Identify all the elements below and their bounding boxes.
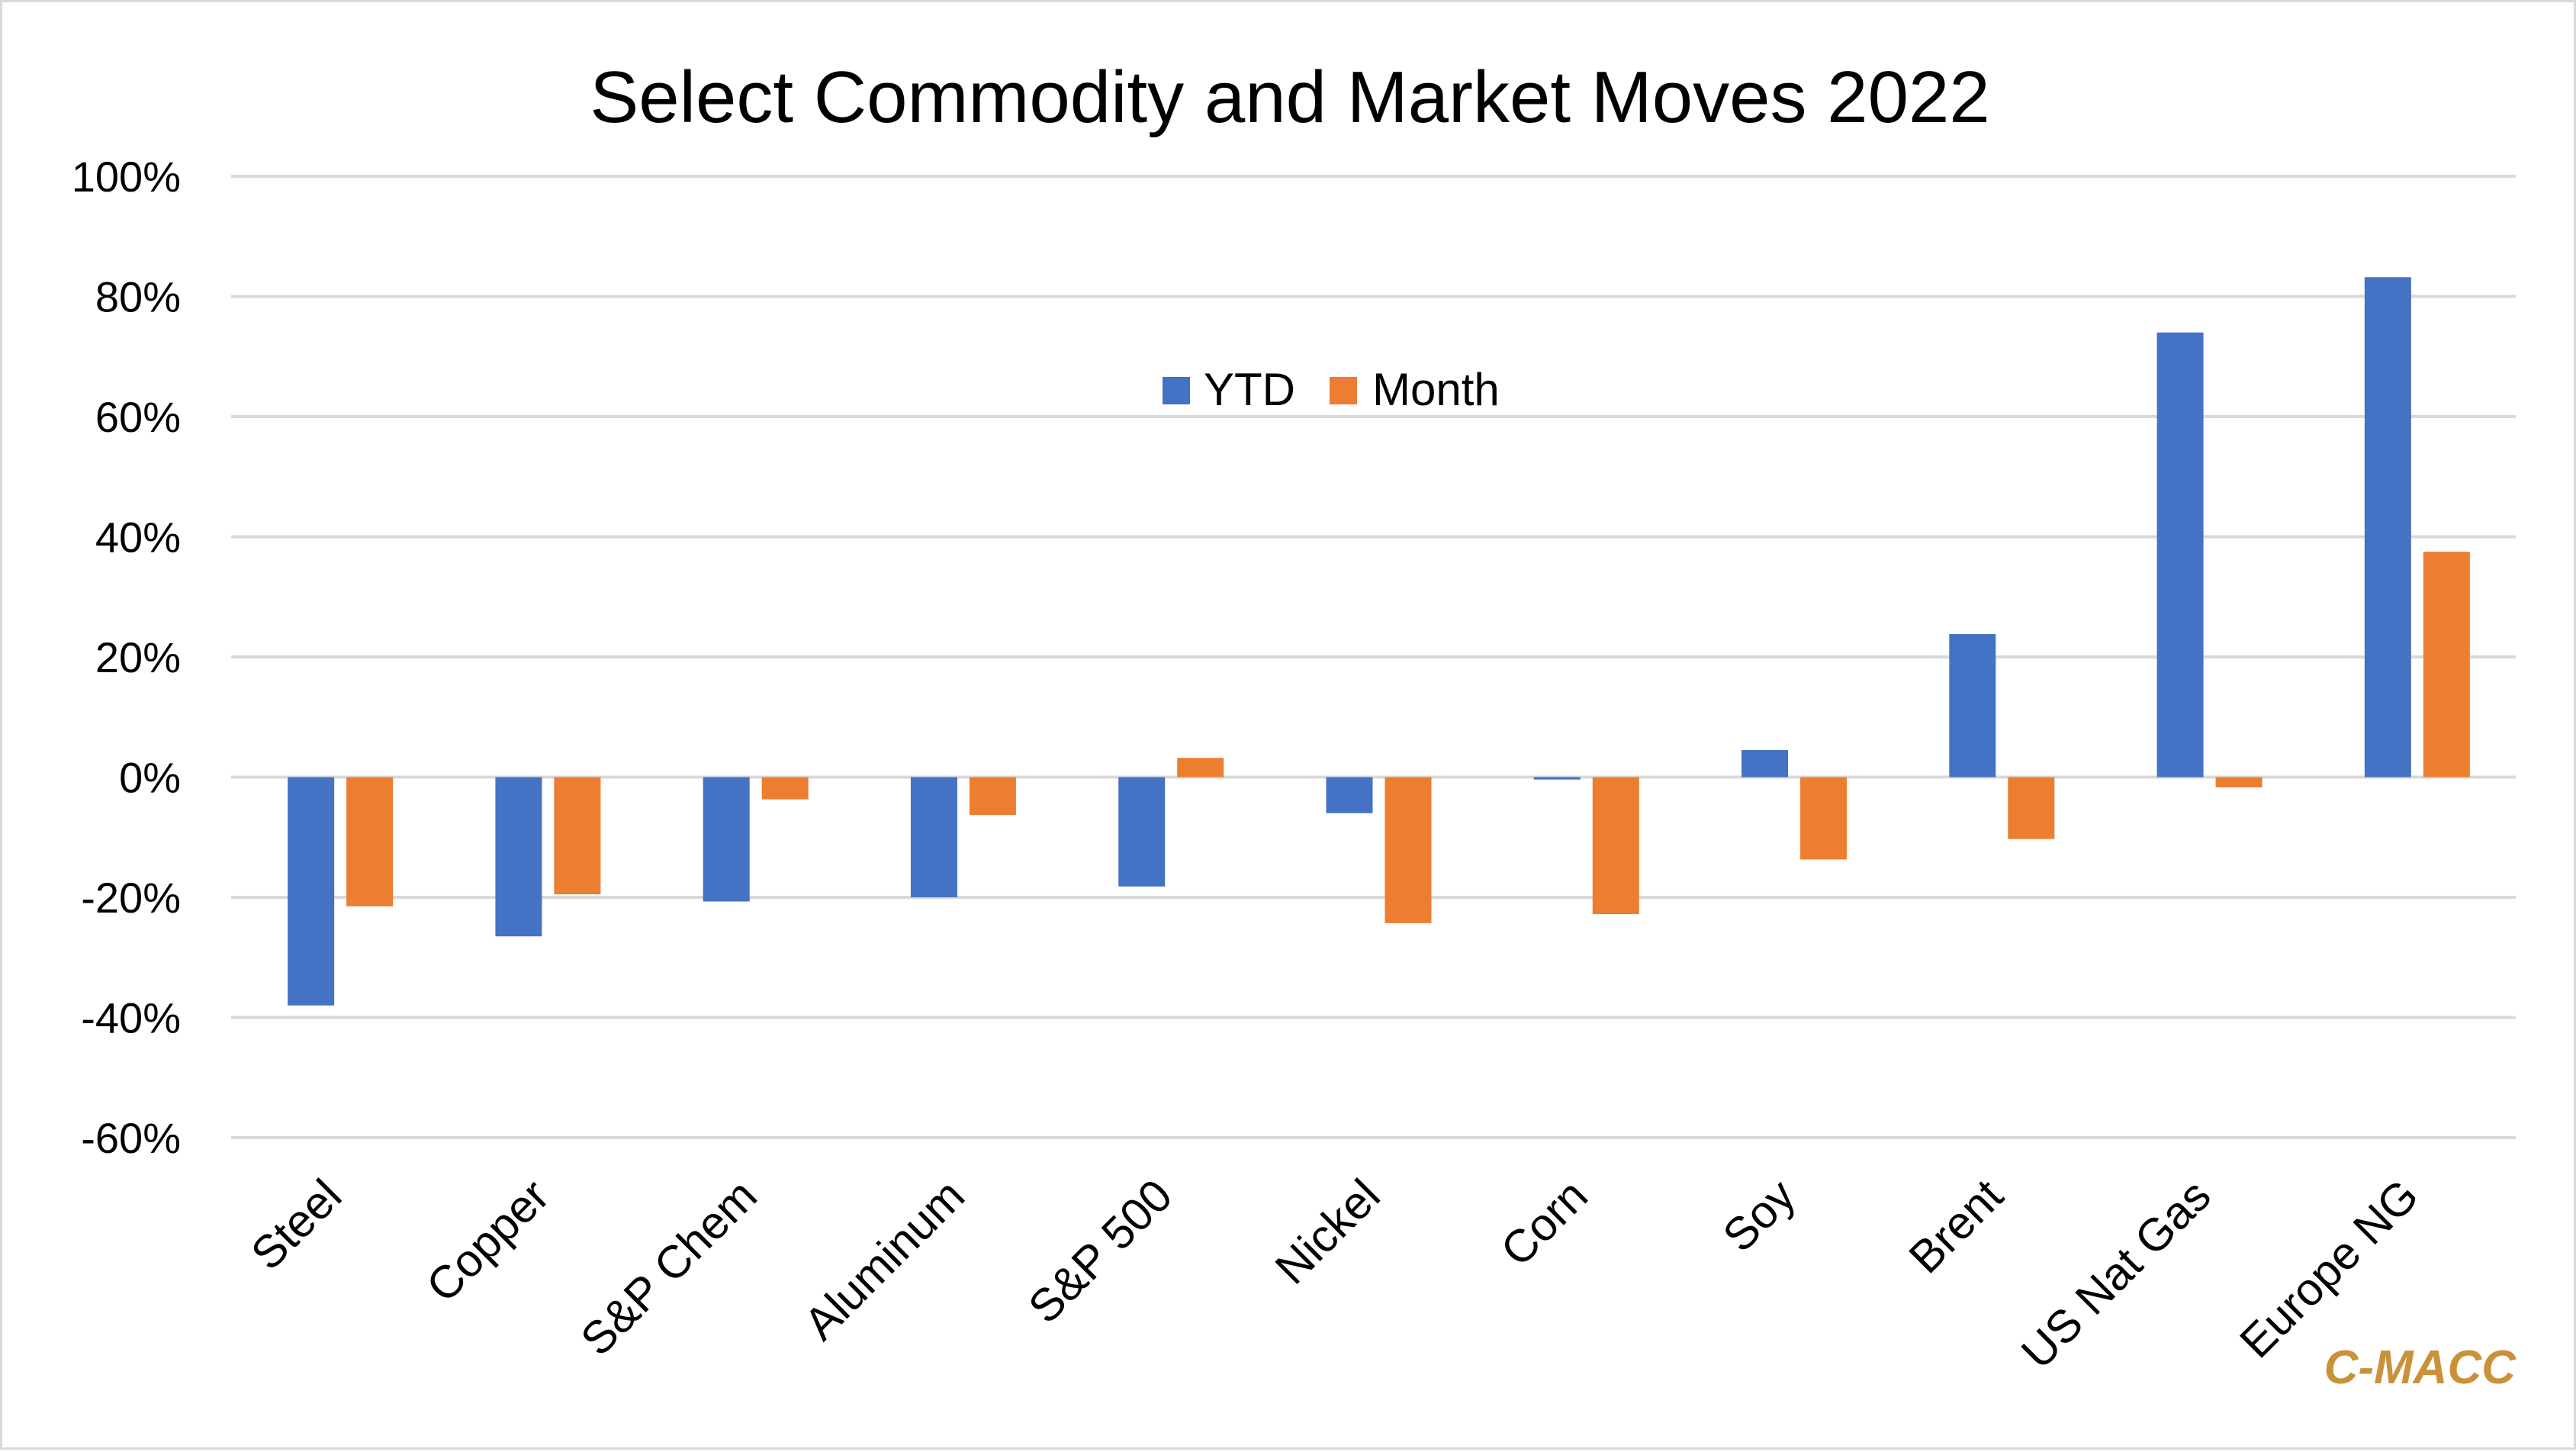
x-category-label: Corn (1491, 1170, 1597, 1276)
x-category-label: S&P Chem (571, 1170, 766, 1365)
legend-swatch-month (1330, 377, 1357, 404)
bar-ytd-brent (1949, 634, 1996, 778)
x-category-label: Europe NG (2230, 1170, 2428, 1368)
x-category-label: US Nat Gas (2012, 1170, 2221, 1379)
c-macc-watermark: C-MACC (2324, 1341, 2517, 1394)
y-tick-label: 80% (95, 273, 181, 321)
bar-month-s-p-500 (1177, 758, 1224, 778)
bar-ytd-s-p-chem (703, 777, 750, 902)
bar-ytd-europe-ng (2364, 277, 2411, 778)
bar-month-copper (554, 777, 601, 895)
legend-swatch-ytd (1163, 377, 1190, 404)
y-tick-label: -60% (81, 1114, 181, 1162)
y-tick-label: 20% (95, 633, 181, 681)
y-tick-label: 100% (72, 153, 181, 201)
x-category-label: Copper (416, 1170, 559, 1312)
y-tick-label: 0% (119, 754, 181, 802)
bar-month-soy (1800, 777, 1848, 860)
bar-ytd-soy (1741, 750, 1789, 778)
bar-ytd-steel (288, 777, 335, 1006)
x-category-label: Soy (1713, 1170, 1805, 1261)
bar-month-europe-ng (2423, 552, 2470, 778)
x-category-label: Aluminum (794, 1170, 974, 1350)
x-category-label: Steel (241, 1170, 351, 1280)
bar-ytd-aluminum (910, 777, 957, 897)
x-category-label: S&P 500 (1018, 1170, 1182, 1333)
y-tick-label: 40% (95, 514, 181, 562)
y-axis-tick-labels: 100% 80% 60% 40% 20% 0% -20% -40% -60% (72, 153, 181, 1162)
bar-ytd-copper (495, 777, 542, 937)
legend-label-month: Month (1372, 364, 1500, 415)
legend-label-ytd: YTD (1204, 364, 1295, 415)
gridlines (231, 175, 2516, 1139)
bars (288, 277, 2470, 1006)
y-tick-label: -20% (81, 874, 181, 922)
y-tick-label: -40% (81, 994, 181, 1042)
legend: YTD Month (1163, 364, 1500, 415)
y-tick-label: 60% (95, 393, 181, 441)
bar-ytd-us-nat-gas (2156, 332, 2204, 778)
bar-month-aluminum (969, 777, 1016, 816)
x-category-label: Nickel (1265, 1170, 1390, 1294)
bar-month-nickel (1384, 777, 1432, 923)
chart-title: Select Commodity and Market Moves 2022 (590, 56, 1989, 138)
bar-month-us-nat-gas (2215, 777, 2262, 787)
x-axis-category-labels: Steel Copper S&P Chem Aluminum S&P 500 Nickel… (241, 1170, 2428, 1379)
x-category-label: Brent (1899, 1170, 2013, 1283)
bar-month-brent (2008, 777, 2055, 839)
bar-ytd-corn (1533, 777, 1581, 780)
bar-month-s-p-chem (761, 777, 809, 800)
bar-month-corn (1592, 777, 1639, 915)
bar-ytd-s-p-500 (1118, 777, 1166, 887)
bar-month-steel (346, 777, 394, 906)
bar-ytd-nickel (1326, 777, 1373, 813)
